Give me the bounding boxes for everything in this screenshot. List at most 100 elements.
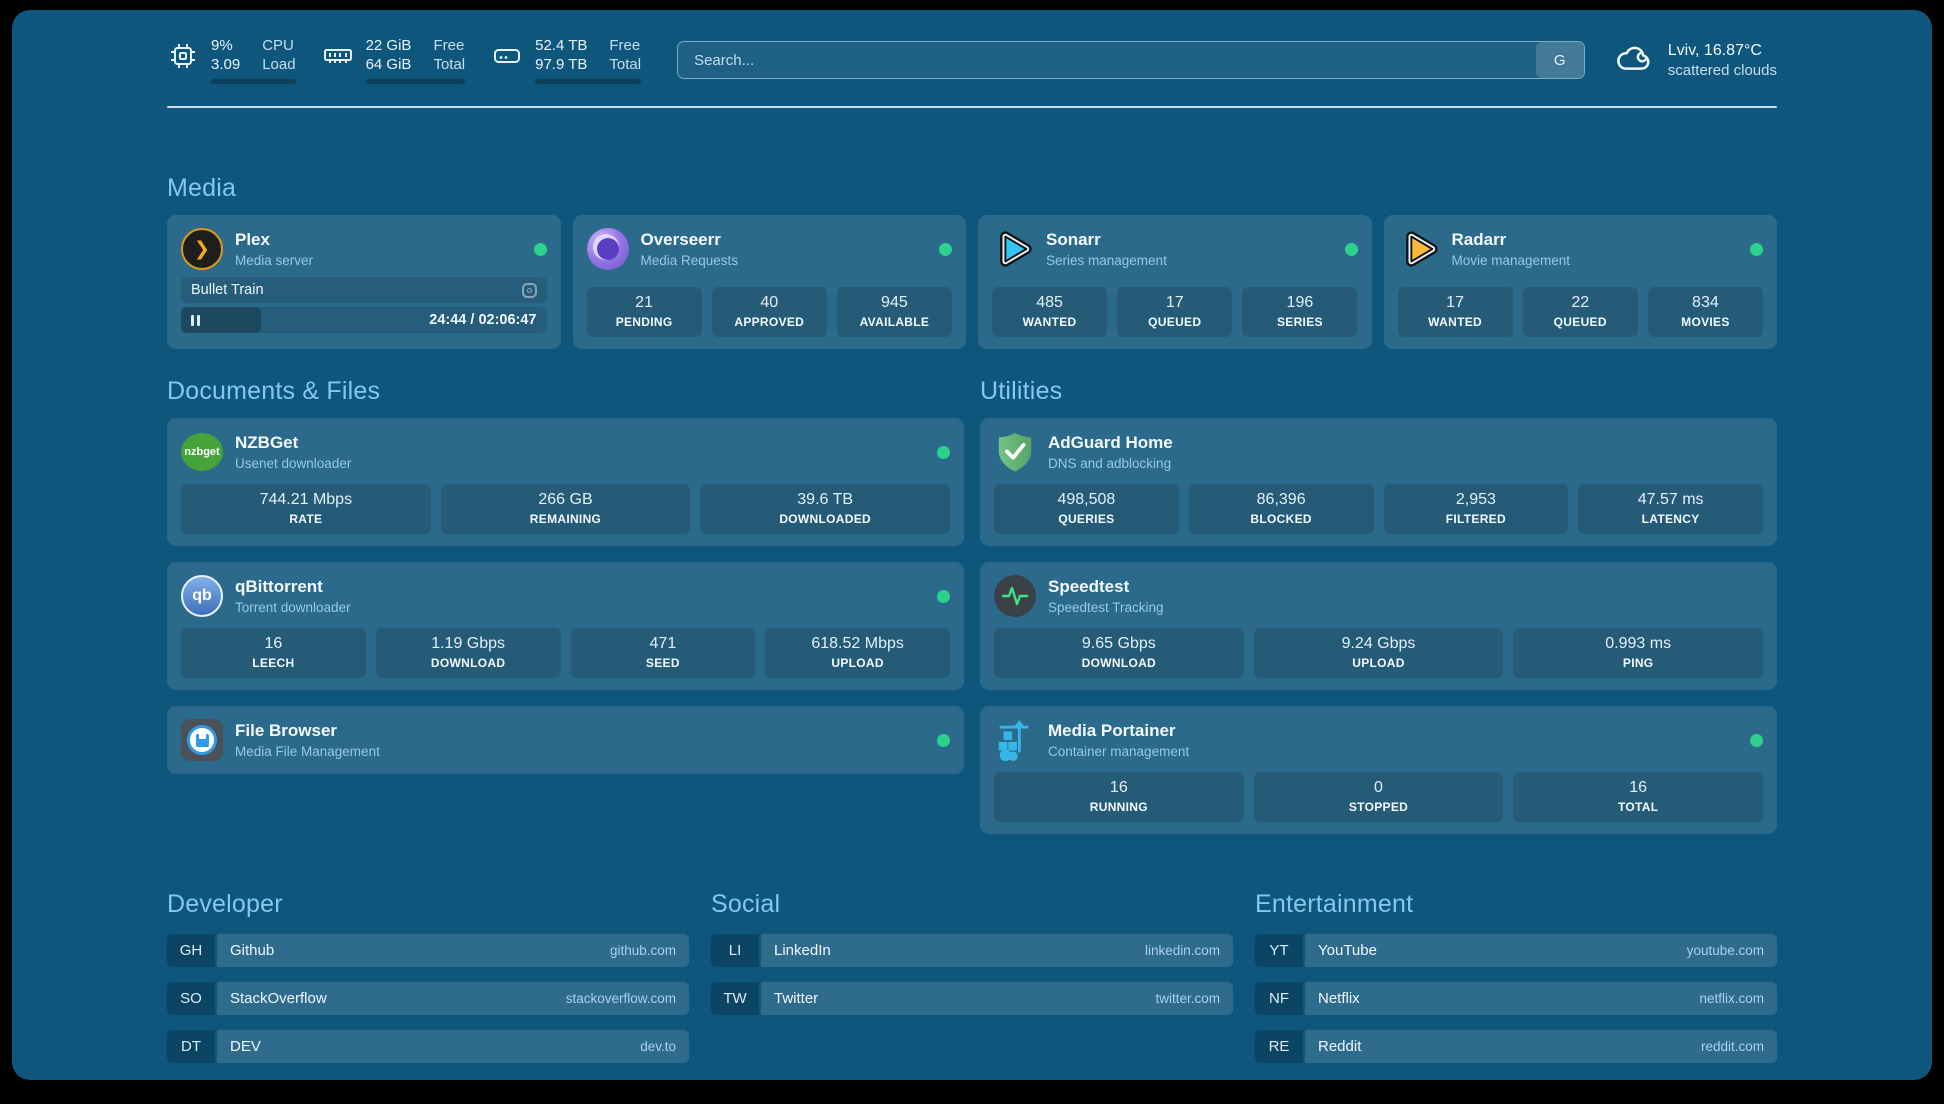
service-card-qbittorrent[interactable]: qb qBittorrent Torrent downloader 16 LEEC… <box>167 562 964 690</box>
weather-widget[interactable]: Lviv, 16.87°C scattered clouds <box>1613 39 1777 81</box>
stat-pill: 86,396 BLOCKED <box>1188 484 1374 534</box>
search-input[interactable] <box>678 42 1536 78</box>
service-card-filebrowser[interactable]: File Browser Media File Management <box>167 706 964 774</box>
sonarr-icon <box>992 228 1034 270</box>
stat-pill: 0 STOPPED <box>1253 772 1504 822</box>
search-bar: G <box>677 41 1585 79</box>
section-title-media: Media <box>167 174 237 202</box>
service-card-portainer[interactable]: Media Portainer Container management 16 R… <box>980 706 1777 834</box>
plex-now-playing: Bullet Train 24:44 / 02:06:47 <box>181 277 547 333</box>
disk-icon <box>494 49 521 63</box>
status-dot <box>939 242 952 256</box>
section-title-utilities: Utilities <box>980 377 1063 405</box>
memory-widget: 22 GiB Free 64 GiB Total <box>322 36 466 84</box>
stat-pill: 40 APPROVED <box>711 287 827 337</box>
status-dot <box>1750 733 1763 747</box>
disk-widget: 52.4 TB Free 97.9 TB Total <box>491 36 642 84</box>
cpu-usage-label: CPU <box>262 37 294 54</box>
stat-pill: 17 QUEUED <box>1117 287 1233 337</box>
service-card-radarr[interactable]: Radarr Movie management 17 WANTED 22 QUEUE… <box>1383 215 1777 349</box>
service-subtitle: Media server <box>235 253 314 268</box>
disk-total-label: Total <box>609 56 642 73</box>
service-title: Radarr <box>1451 230 1507 249</box>
adguard-icon <box>994 431 1036 473</box>
stat-pill: 1.19 Gbps DOWNLOAD <box>375 628 561 678</box>
media-grid: ❯ Plex Media server Bullet Train 24:44 /… <box>167 215 1777 349</box>
disk-progress-bar <box>535 79 642 84</box>
service-subtitle: Torrent downloader <box>235 600 351 615</box>
service-card-overseerr[interactable]: Overseerr Media Requests 21 PENDING 40 APP… <box>572 215 966 349</box>
stat-pill: 196 SERIES <box>1242 287 1358 337</box>
dashboard: 9% CPU 3.09 Load 22 GiB Free 64 GiB Tota… <box>12 10 1932 1080</box>
stat-pill: 21 PENDING <box>586 287 702 337</box>
section-title-developer: Developer <box>167 890 283 918</box>
memory-free-value: 22 GiB <box>365 37 412 54</box>
stat-pill: 39.6 TB DOWNLOADED <box>700 484 950 534</box>
stat-pill: 47.57 ms LATENCY <box>1578 484 1763 534</box>
filebrowser-icon <box>181 719 223 761</box>
stat-pill: 16 LEECH <box>181 628 366 678</box>
bookmark-stackoverflow[interactable]: SO StackOverflow stackoverflow.com <box>167 982 689 1015</box>
service-subtitle: Container management <box>1048 744 1190 759</box>
service-card-adguard[interactable]: AdGuard Home DNS and adblocking 498,508 Q… <box>980 418 1777 546</box>
search-provider-button[interactable]: G <box>1535 42 1584 78</box>
service-subtitle: Movie management <box>1451 253 1571 268</box>
bookmark-youtube[interactable]: YT YouTube youtube.com <box>1255 934 1777 967</box>
service-subtitle: Media File Management <box>235 744 380 759</box>
status-dot <box>937 733 950 747</box>
weather-condition: scattered clouds <box>1667 62 1777 79</box>
stat-pill: 2,953 FILTERED <box>1383 484 1569 534</box>
bookmarks-developer: Developer GH Github github.com SO StackOv… <box>167 890 689 1063</box>
bookmark-reddit[interactable]: RE Reddit reddit.com <box>1255 1030 1777 1063</box>
memory-total-value: 64 GiB <box>365 56 412 73</box>
now-playing-view-icon[interactable] <box>521 282 537 298</box>
bookmark-twitter[interactable]: TW Twitter twitter.com <box>711 982 1233 1015</box>
stat-pill: 16 RUNNING <box>994 772 1244 822</box>
service-title: Media Portainer <box>1048 721 1176 740</box>
service-card-sonarr[interactable]: Sonarr Series management 485 WANTED 17 QUE… <box>978 215 1372 349</box>
stat-pill: 22 QUEUED <box>1522 287 1638 337</box>
memory-total-label: Total <box>433 56 466 73</box>
service-card-nzbget[interactable]: nzbget NZBGet Usenet downloader 744.21 M… <box>167 418 964 546</box>
stat-pill: 17 WANTED <box>1397 287 1513 337</box>
overseerr-icon <box>586 228 629 270</box>
cpu-widget: 9% CPU 3.09 Load <box>167 36 296 84</box>
pause-icon <box>191 314 200 326</box>
service-subtitle: Series management <box>1046 253 1167 268</box>
radarr-icon <box>1398 228 1440 270</box>
header-divider <box>167 106 1777 108</box>
stat-pill: 834 MOVIES <box>1647 287 1763 337</box>
cpu-icon <box>171 44 195 68</box>
bookmark-github[interactable]: GH Github github.com <box>167 934 689 967</box>
section-title-documents: Documents & Files <box>167 377 381 405</box>
service-subtitle: Speedtest Tracking <box>1048 600 1164 615</box>
bookmarks-entertainment: Entertainment YT YouTube youtube.com NF N… <box>1255 890 1777 1063</box>
section-title-social: Social <box>711 890 781 918</box>
status-dot <box>937 445 950 459</box>
bookmark-linkedin[interactable]: LI LinkedIn linkedin.com <box>711 934 1233 967</box>
service-title: File Browser <box>235 721 338 740</box>
bookmark-dev[interactable]: DT DEV dev.to <box>167 1030 689 1063</box>
service-title: qBittorrent <box>235 577 323 596</box>
nzbget-icon: nzbget <box>181 431 223 473</box>
cpu-usage-value: 9% <box>211 37 233 54</box>
memory-free-label: Free <box>433 37 465 54</box>
portainer-icon <box>994 719 1036 761</box>
service-title: Overseerr <box>640 230 721 249</box>
stat-pill: 618.52 Mbps UPLOAD <box>765 628 950 678</box>
service-subtitle: DNS and adblocking <box>1048 456 1172 471</box>
service-card-speedtest[interactable]: Speedtest Speedtest Tracking 9.65 Gbps DO… <box>980 562 1777 690</box>
stat-pill: 471 SEED <box>570 628 756 678</box>
disk-total-value: 97.9 TB <box>535 56 588 73</box>
status-dot <box>1750 242 1763 256</box>
bookmarks-social: Social LI LinkedIn linkedin.com TW Twitte… <box>711 890 1233 1015</box>
service-card-plex[interactable]: ❯ Plex Media server Bullet Train 24:44 /… <box>167 215 561 349</box>
status-dot <box>533 242 547 256</box>
disk-free-value: 52.4 TB <box>535 37 588 54</box>
plex-icon: ❯ <box>181 228 223 270</box>
cloud-icon <box>1616 46 1650 70</box>
service-title: Speedtest <box>1048 577 1130 596</box>
memory-icon <box>323 49 352 63</box>
bookmark-netflix[interactable]: NF Netflix netflix.com <box>1255 982 1777 1015</box>
cpu-load-value: 3.09 <box>211 56 241 73</box>
